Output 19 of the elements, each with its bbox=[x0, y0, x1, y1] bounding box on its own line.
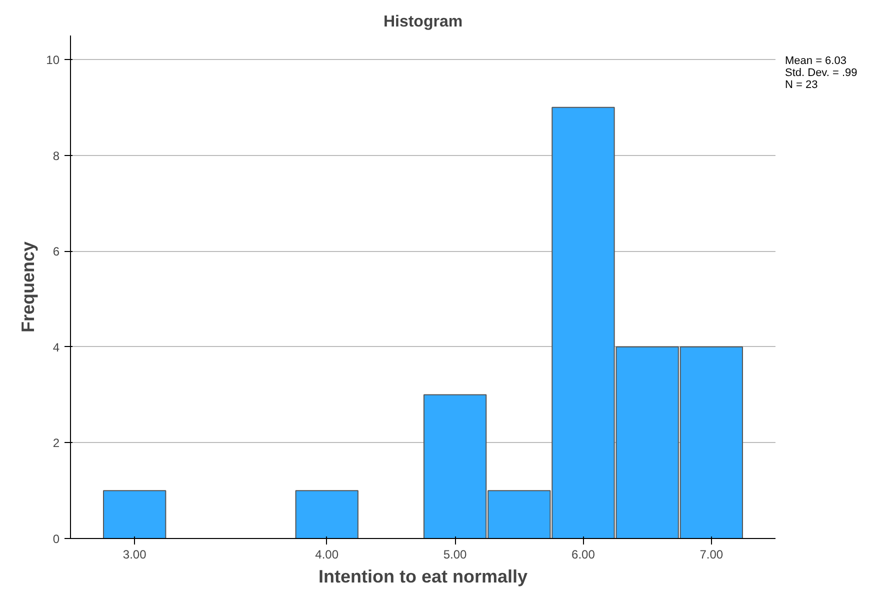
bar bbox=[295, 490, 358, 538]
x-tick-label: 3.00 bbox=[122, 548, 147, 562]
text: Mean = 6.03 bbox=[785, 55, 846, 67]
text: Std. Dev. = .99 bbox=[785, 67, 858, 79]
y-tick-label: 6 bbox=[52, 244, 60, 259]
bar bbox=[103, 490, 166, 538]
y-tick-label: 2 bbox=[52, 436, 60, 450]
x-tick-label: 4.00 bbox=[315, 548, 339, 562]
x-axis-title: Intention to eat normally bbox=[318, 566, 528, 586]
y-tick-label: 10 bbox=[46, 52, 60, 67]
x-tick-label: 7.00 bbox=[700, 548, 724, 562]
y-tick-label: 4 bbox=[52, 340, 60, 354]
y-axis-title: Frequency bbox=[18, 241, 38, 333]
y-tick-label: 0 bbox=[52, 532, 60, 546]
x-tick-label: 6.00 bbox=[572, 548, 596, 562]
chart-title: Histogram bbox=[383, 14, 463, 30]
text: N = 23 bbox=[785, 79, 818, 91]
x-tick-label: 5.00 bbox=[443, 548, 468, 562]
y-tick-label: 8 bbox=[52, 148, 60, 163]
